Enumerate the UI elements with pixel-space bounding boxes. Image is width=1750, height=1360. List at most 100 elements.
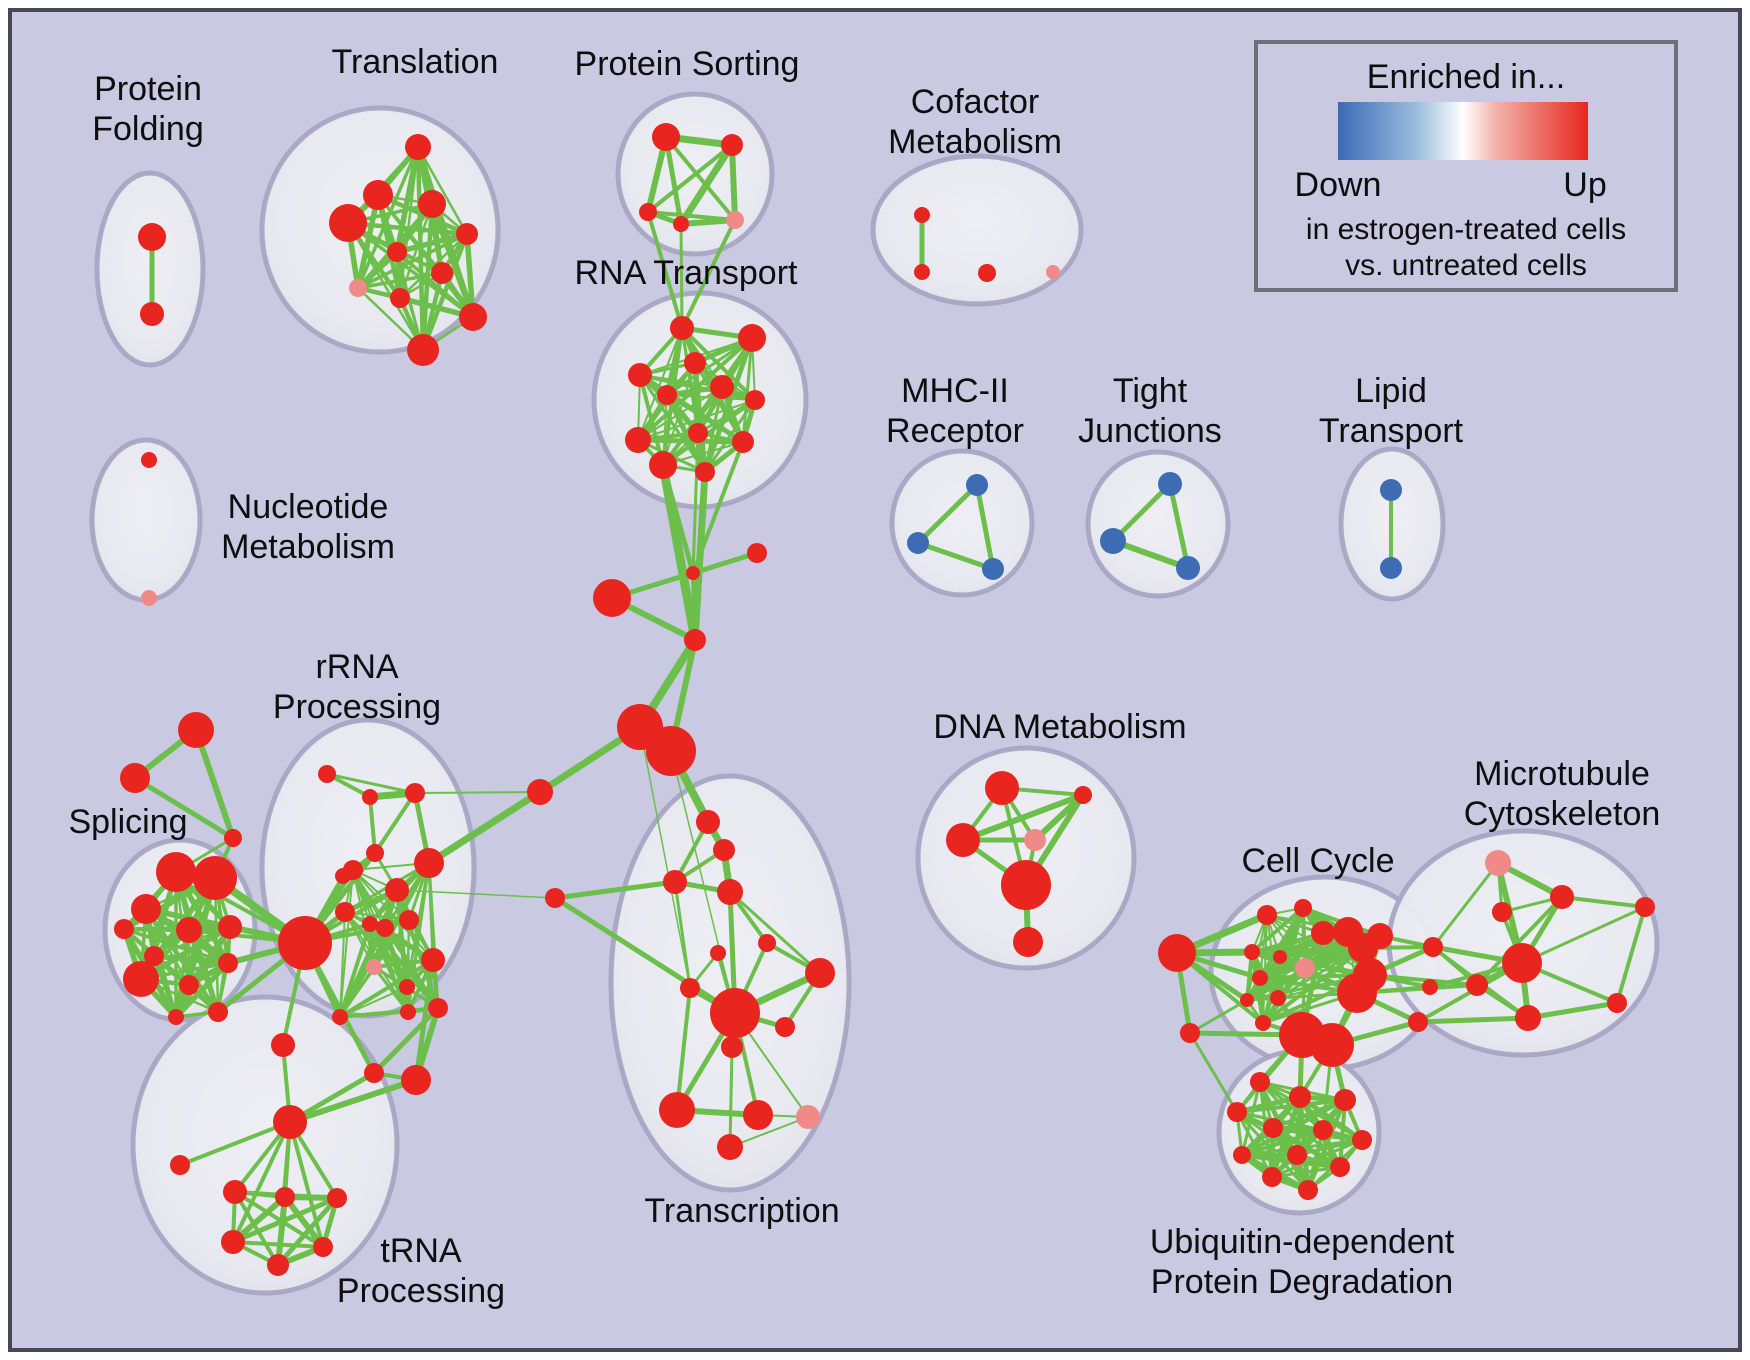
- node-rt8: [688, 423, 708, 443]
- node-u5: [1263, 1118, 1283, 1138]
- network-edge: [635, 437, 746, 445]
- network-edge: [680, 218, 737, 330]
- node-u4: [1227, 1102, 1247, 1122]
- node-s2: [193, 856, 237, 900]
- node-d2: [1074, 786, 1092, 804]
- node-u6: [1313, 1120, 1333, 1140]
- network-edge: [664, 135, 737, 222]
- node-cn: [1180, 1023, 1200, 1043]
- node-a16: [405, 783, 425, 803]
- legend-box: Enriched in... Down Up in estrogen-treat…: [1254, 40, 1678, 292]
- network-edge: [741, 336, 754, 444]
- network-edge: [666, 394, 756, 401]
- mhc-ii-receptor-label: MHC-II: [901, 372, 1009, 410]
- legend-title: Enriched in...: [1366, 58, 1566, 96]
- node-c8: [1252, 970, 1268, 986]
- cofactor-metabolism-ellipse: [870, 153, 1084, 307]
- network-edge: [356, 145, 420, 290]
- node-rt5: [710, 375, 734, 399]
- node-g5: [313, 1237, 333, 1257]
- node-d6: [1013, 927, 1043, 957]
- microtubule-cytoskeleton-label: Cytoskeleton: [1464, 795, 1661, 833]
- network-edge: [173, 960, 231, 1020]
- network-edge: [151, 953, 231, 966]
- node-mt3: [1492, 902, 1512, 922]
- node-rt9: [625, 427, 651, 453]
- network-edge: [173, 924, 233, 1020]
- node-c10: [1270, 990, 1286, 1006]
- node-rt11: [649, 451, 677, 479]
- node-t8: [349, 279, 367, 297]
- node-c12: [1337, 973, 1377, 1013]
- node-mt2: [1550, 885, 1574, 909]
- node-s8: [123, 961, 159, 997]
- node-x7: [758, 934, 776, 952]
- node-ps4: [673, 216, 689, 232]
- node-a6: [376, 919, 394, 937]
- node-x16: [717, 1134, 743, 1160]
- node-mt4: [1502, 943, 1542, 983]
- cofactor-metabolism-label: Metabolism: [888, 123, 1062, 161]
- node-rt4: [684, 352, 706, 374]
- node-tj1: [1158, 472, 1182, 496]
- tight-junctions-label: Junctions: [1078, 412, 1222, 450]
- network-edge: [338, 926, 387, 1019]
- network-edge: [1520, 905, 1647, 965]
- node-t1: [405, 134, 431, 160]
- network-edge: [639, 726, 691, 989]
- node-u10: [1330, 1157, 1350, 1177]
- node-s12: [168, 1009, 184, 1025]
- node-n3: [593, 579, 631, 617]
- node-u7: [1352, 1130, 1372, 1150]
- network-edge: [368, 922, 410, 1014]
- network-edge: [1431, 861, 1500, 949]
- protein-folding-label: Protein: [94, 70, 202, 108]
- lipid-transport-label: Transport: [1319, 412, 1464, 450]
- node-t4: [329, 204, 367, 242]
- network-edge: [915, 540, 996, 572]
- node-rt12: [695, 462, 715, 482]
- node-ps2: [721, 134, 743, 156]
- network-edge: [413, 957, 436, 1083]
- node-ti: [170, 1155, 190, 1175]
- network-edge: [1525, 1000, 1620, 1021]
- node-s4: [114, 919, 134, 939]
- node-c16: [1310, 1023, 1354, 1067]
- node-s7: [144, 946, 164, 966]
- network-edge: [1110, 538, 1191, 571]
- network-edge: [1295, 1138, 1364, 1157]
- network-edge: [646, 210, 684, 330]
- node-cf1: [914, 207, 930, 223]
- network-edge: [372, 965, 410, 1014]
- node-bl: [271, 1033, 295, 1057]
- node-t3: [418, 190, 446, 218]
- mhc-ii-receptor-ellipse: [889, 448, 1035, 598]
- node-a3: [414, 848, 444, 878]
- network-edge: [679, 222, 684, 330]
- node-hl: [278, 916, 332, 970]
- network-edge: [231, 1120, 292, 1244]
- node-lp1: [1380, 479, 1402, 501]
- node-x11: [721, 1036, 743, 1058]
- network-edge: [691, 440, 745, 575]
- legend-caption-line2: vs. untreated cells: [1345, 249, 1587, 282]
- node-a5: [362, 916, 378, 932]
- rna-transport-label: RNA Transport: [575, 254, 799, 292]
- network-edge: [1188, 998, 1249, 1035]
- network-edge: [677, 141, 736, 228]
- network-edge: [552, 895, 738, 1016]
- node-ps1: [652, 123, 680, 151]
- node-t9: [390, 288, 410, 308]
- node-m1: [527, 779, 553, 805]
- node-rt10: [732, 431, 754, 453]
- network-edge: [414, 791, 541, 794]
- network-edge: [1615, 905, 1647, 1005]
- lipid-transport-label: Lipid: [1355, 372, 1427, 410]
- network-edge: [282, 1194, 326, 1250]
- node-cf3: [978, 264, 996, 282]
- node-s9: [179, 975, 199, 995]
- network-edge: [1110, 481, 1173, 544]
- node-t7: [431, 262, 453, 284]
- node-mh3: [982, 558, 1004, 580]
- cofactor-metabolism-label: Cofactor: [911, 83, 1040, 121]
